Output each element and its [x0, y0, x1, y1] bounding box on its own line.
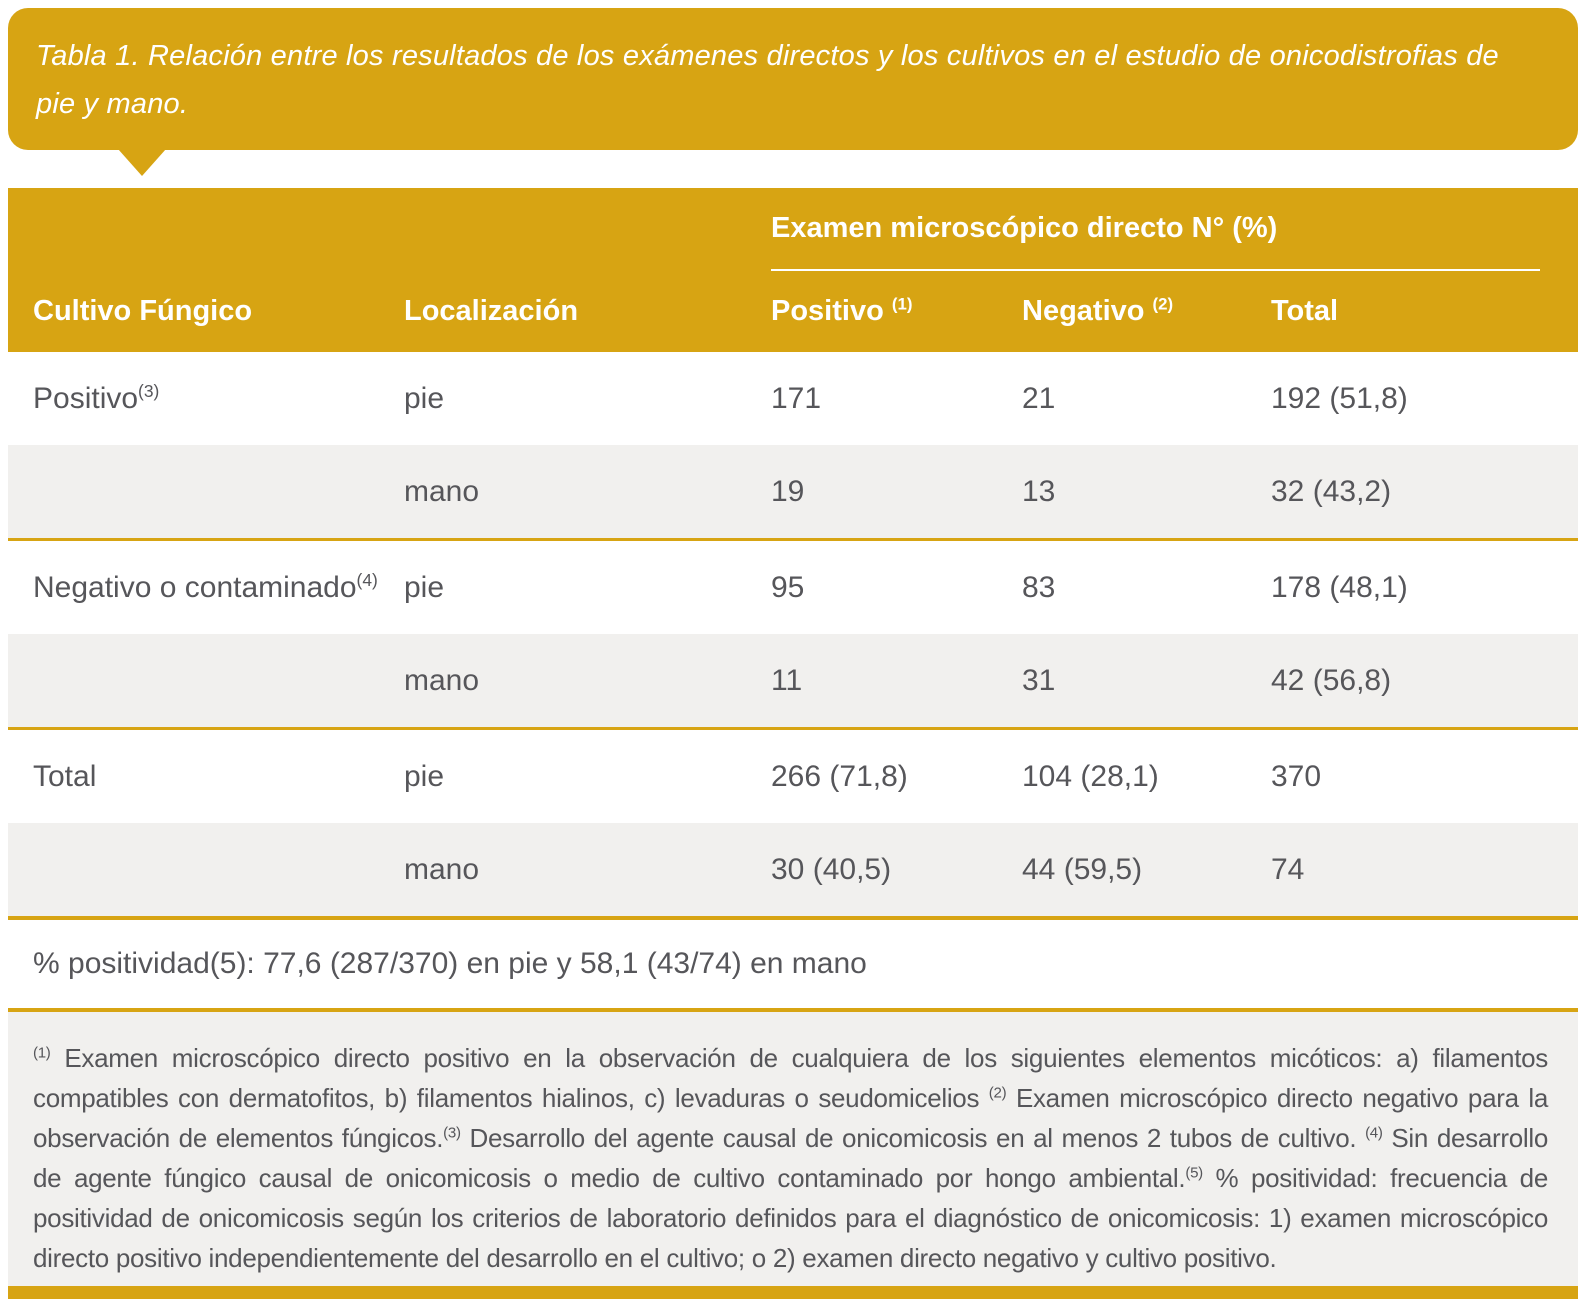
column-header-positivo: Positivo (1)	[771, 295, 1022, 328]
cell-total: 32 (43,2)	[1271, 474, 1392, 508]
cell-negativo: 104 (28,1)	[1022, 759, 1159, 793]
cell-negativo: 13	[1022, 474, 1056, 508]
footnote-marker-1: (1)	[33, 1044, 51, 1062]
table-header: Examen microscópico directo N° (%) Culti…	[8, 188, 1578, 352]
cell-localizacion: mano	[404, 852, 480, 886]
table-row: Positivo(3) pie 171 21 192 (51,8)	[8, 352, 1578, 445]
table-row: Negativo o contaminado(4) pie 95 83 178 …	[8, 541, 1578, 634]
footnote-text-3: Desarrollo del agente causal de onicomic…	[460, 1123, 1366, 1153]
footnote-marker-2: (2)	[988, 1084, 1007, 1102]
cell-positivo: 30 (40,5)	[771, 852, 892, 886]
column-header-negativo-label: Negativo	[1022, 294, 1145, 327]
footnote-text-2: Examen microscópico directo negativo par…	[33, 1083, 1549, 1153]
table-title: Tabla 1. Relación entre los resultados d…	[36, 40, 1499, 120]
cell-total: 178 (48,1)	[1271, 570, 1408, 604]
footnote-text-1: Examen microscópico directo positivo en …	[33, 1043, 1548, 1113]
cell-total: 74	[1271, 852, 1305, 886]
cell-negativo: 31	[1022, 663, 1056, 697]
cultivo-label: Total	[33, 759, 97, 793]
cultivo-label: Positivo	[33, 381, 139, 415]
footnotes-section: (1) Examen microscópico directo positivo…	[8, 1012, 1578, 1286]
column-header-total: Total	[1271, 294, 1339, 327]
footnote-marker-5: (5)	[1185, 1164, 1203, 1182]
cell-positivo: 95	[771, 570, 805, 604]
summary-row: % positividad(5): 77,6 (287/370) en pie …	[8, 920, 1578, 1008]
header-divider-line	[771, 269, 1540, 271]
cell-cultivo: Negativo o contaminado(4)	[33, 571, 404, 605]
cell-total: 42 (56,8)	[1271, 663, 1392, 697]
column-headers-row: Cultivo Fúngico Localización Positivo (1…	[8, 276, 1578, 346]
footnote-ref-1-icon: (1)	[891, 293, 913, 313]
column-header-cultivo-fungico: Cultivo Fúngico	[33, 294, 253, 327]
footnote-marker-3: (3)	[443, 1124, 461, 1142]
footnote-ref-2-icon: (2)	[1152, 293, 1174, 313]
cultivo-label: Negativo o contaminado	[33, 570, 357, 604]
cell-total: 192 (51,8)	[1271, 381, 1408, 415]
footnote-ref-4-icon: (4)	[356, 569, 378, 590]
table-row: mano 30 (40,5) 44 (59,5) 74	[8, 823, 1578, 916]
cell-localizacion: mano	[404, 663, 480, 697]
cell-localizacion: pie	[404, 759, 445, 793]
cell-localizacion: mano	[404, 474, 480, 508]
cell-negativo: 21	[1022, 381, 1056, 415]
group-separator	[8, 538, 1578, 541]
cell-localizacion: pie	[404, 381, 445, 415]
cell-positivo: 171	[771, 381, 822, 415]
cell-cultivo: Positivo(3)	[33, 382, 404, 416]
group-separator	[8, 1008, 1578, 1012]
positivity-summary-text: % positividad(5): 77,6 (287/370) en pie …	[33, 947, 867, 980]
cell-localizacion: pie	[404, 570, 445, 604]
group-header-label: Examen microscópico directo N° (%)	[771, 212, 1278, 244]
cell-positivo: 11	[771, 663, 803, 697]
footnote-text-5: % positividad: frecuencia de positividad…	[33, 1163, 1548, 1273]
cell-negativo: 83	[1022, 570, 1056, 604]
footnote-paragraph: (1) Examen microscópico directo positivo…	[33, 1038, 1548, 1278]
table-row: mano 11 31 42 (56,8)	[8, 634, 1578, 727]
results-table: Examen microscópico directo N° (%) Culti…	[8, 188, 1578, 1299]
banner-tail-pointer	[118, 149, 166, 176]
cell-negativo: 44 (59,5)	[1022, 852, 1143, 886]
bottom-accent-bar	[8, 1286, 1578, 1299]
cell-cultivo: Total	[33, 760, 404, 794]
footnote-marker-4: (4)	[1365, 1124, 1383, 1142]
footnote-text-4: Sin desarrollo de agente fúngico causal …	[33, 1123, 1548, 1193]
cell-positivo: 19	[771, 474, 805, 508]
cell-positivo: 266 (71,8)	[771, 759, 908, 793]
group-separator	[8, 916, 1578, 920]
column-header-localizacion: Localización	[404, 294, 579, 327]
table-row: Total pie 266 (71,8) 104 (28,1) 370	[8, 730, 1578, 823]
column-header-negativo: Negativo (2)	[1022, 295, 1271, 328]
cell-total: 370	[1271, 759, 1322, 793]
table-title-banner: Tabla 1. Relación entre los resultados d…	[8, 8, 1578, 150]
column-header-positivo-label: Positivo	[771, 294, 884, 327]
footnote-ref-3-icon: (3)	[138, 380, 160, 401]
group-separator	[8, 727, 1578, 730]
table-row: mano 19 13 32 (43,2)	[8, 445, 1578, 538]
